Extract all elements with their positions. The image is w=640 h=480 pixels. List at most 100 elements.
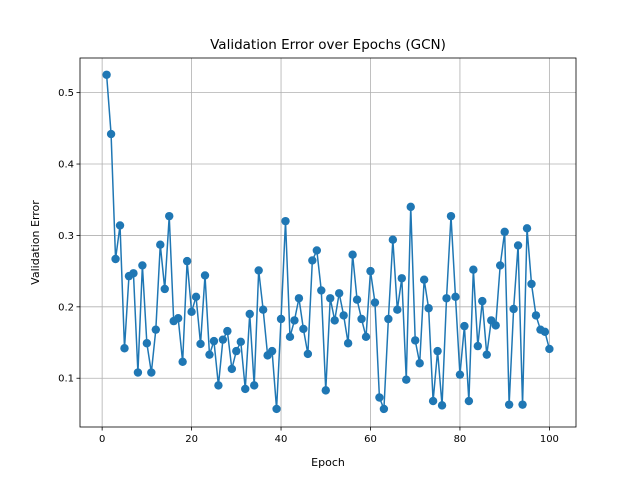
- data-point: [460, 321, 469, 331]
- data-point: [451, 292, 460, 302]
- data-point: [129, 269, 138, 278]
- data-point: [173, 314, 183, 323]
- data-point: [299, 324, 308, 334]
- data-point: [482, 350, 491, 359]
- x-tick-label: 20: [185, 434, 198, 445]
- data-point: [424, 304, 433, 313]
- data-point: [442, 294, 451, 303]
- data-point: [156, 240, 165, 249]
- plot-frame: [79, 57, 577, 428]
- data-point: [491, 321, 500, 330]
- data-point: [384, 314, 393, 324]
- data-point: [446, 211, 456, 221]
- x-tick-label: 40: [275, 434, 288, 445]
- x-tick-label: 0: [99, 434, 105, 445]
- data-point: [339, 311, 348, 320]
- data-point: [205, 350, 214, 359]
- data-point: [352, 295, 362, 304]
- data-point: [312, 246, 322, 255]
- data-point: [308, 256, 317, 265]
- data-point: [379, 404, 389, 414]
- data-point: [120, 344, 129, 353]
- data-point: [411, 336, 420, 345]
- data-point: [397, 274, 406, 283]
- data-point: [433, 346, 442, 356]
- data-point: [321, 386, 330, 395]
- y-tick-label: 0.5: [58, 88, 74, 99]
- data-point: [223, 326, 232, 336]
- y-tick-label: 0.4: [58, 160, 74, 171]
- data-point: [527, 279, 536, 289]
- data-point: [102, 70, 111, 79]
- data-point: [357, 314, 366, 324]
- data-point: [343, 339, 353, 348]
- data-point: [469, 265, 478, 274]
- data-point: [406, 202, 415, 212]
- data-point: [545, 344, 554, 354]
- data-point: [402, 375, 411, 384]
- data-point: [464, 396, 474, 406]
- data-point: [500, 227, 509, 237]
- data-point: [133, 368, 143, 377]
- data-point: [513, 241, 523, 250]
- data-point: [375, 393, 384, 402]
- data-point: [115, 221, 125, 230]
- data-point: [142, 339, 152, 348]
- data-point: [232, 346, 241, 356]
- data-point: [303, 349, 313, 359]
- data-point: [178, 357, 187, 367]
- data-point: [200, 271, 210, 280]
- data-point: [366, 266, 375, 276]
- data-point: [258, 305, 268, 314]
- data-point: [478, 296, 487, 306]
- data-point: [160, 284, 169, 294]
- x-tick-label: 100: [540, 434, 559, 445]
- data-point: [267, 346, 277, 356]
- data-point: [317, 286, 326, 295]
- data-point: [191, 292, 201, 302]
- data-point: [182, 256, 192, 266]
- data-point: [334, 289, 344, 298]
- ticks: 0 20 40 60 80 100 0.1 0.2 0.3 0.4 0.5: [58, 88, 559, 445]
- x-tick-label: 80: [454, 434, 467, 445]
- data-point: [250, 381, 259, 390]
- data-point: [419, 275, 429, 284]
- data-point: [165, 211, 174, 221]
- data-point: [437, 401, 447, 410]
- data-point: [473, 341, 483, 351]
- data-point: [254, 266, 263, 275]
- data-point: [540, 327, 550, 337]
- data-point: [509, 304, 518, 314]
- data-point: [361, 332, 371, 342]
- y-tick-label: 0.3: [58, 231, 74, 242]
- data-point: [290, 316, 299, 325]
- data-point: [147, 368, 156, 377]
- data-point: [294, 294, 304, 303]
- data-point: [151, 325, 161, 334]
- data-point: [370, 298, 380, 307]
- data-point: [415, 359, 424, 368]
- data-point: [428, 396, 438, 406]
- grid: [80, 58, 576, 427]
- y-tick-label: 0.1: [58, 374, 74, 385]
- data-point: [504, 400, 514, 409]
- data-point: [518, 400, 527, 409]
- y-axis-label: Validation Error: [29, 200, 42, 285]
- series-layer: [102, 70, 554, 414]
- y-tick-label: 0.2: [58, 302, 74, 313]
- data-point: [326, 294, 335, 303]
- data-point: [531, 311, 541, 320]
- data-point: [455, 370, 465, 379]
- data-point: [495, 261, 505, 270]
- data-point: [214, 381, 223, 390]
- x-tick-label: 60: [364, 434, 377, 445]
- data-point: [245, 309, 254, 319]
- data-point: [209, 336, 219, 346]
- data-point: [388, 235, 398, 244]
- data-point: [106, 129, 116, 139]
- data-point: [393, 305, 402, 314]
- data-point: [330, 316, 339, 325]
- data-point: [236, 337, 245, 347]
